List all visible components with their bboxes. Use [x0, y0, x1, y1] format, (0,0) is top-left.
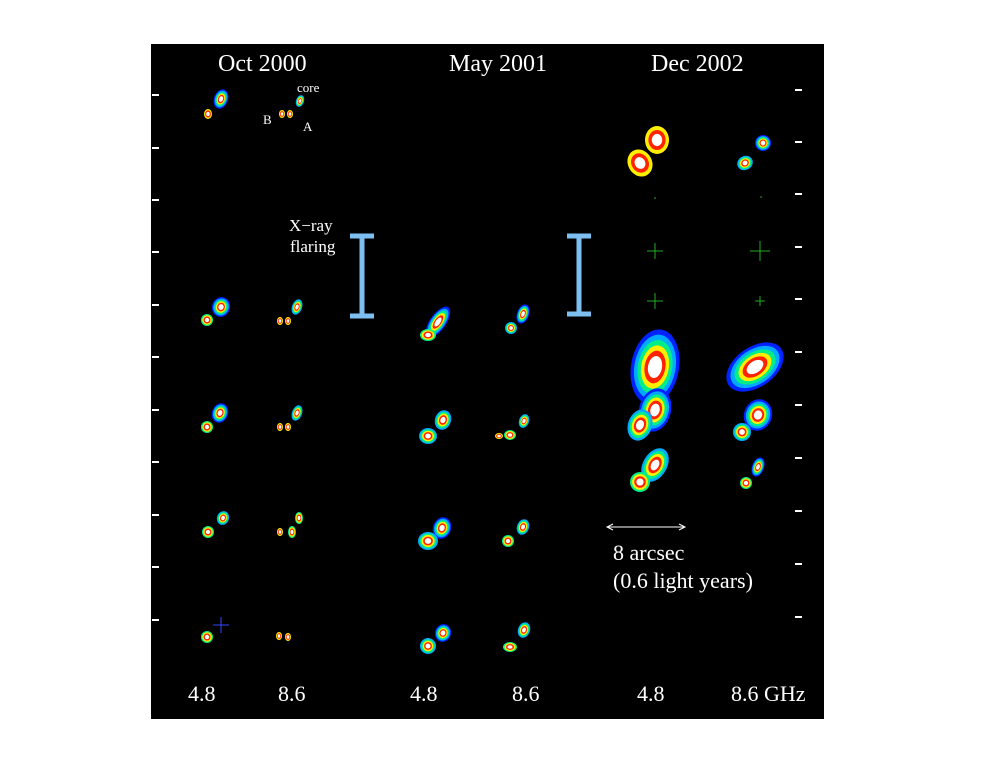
freq-label-may-48: 4.8: [410, 681, 438, 706]
left-tick: [152, 514, 159, 516]
xray-label-line1: X−ray: [289, 216, 333, 235]
scale-label-line2: (0.6 light years): [613, 568, 753, 593]
left-tick: [152, 147, 159, 149]
right-tick: [795, 616, 802, 618]
right-tick: [795, 510, 802, 512]
radio-contour-blob: [277, 317, 283, 325]
radio-contour-blob: [291, 405, 303, 421]
xray-flare-bar-1: [350, 233, 374, 319]
radio-contour-blob: [285, 423, 291, 431]
radio-contour-blob: [419, 428, 437, 444]
radio-contour-blob: [627, 149, 653, 177]
radio-contour-blob: [740, 477, 752, 489]
radio-contour-blob: [434, 410, 452, 430]
blue-crosshairs: [213, 617, 229, 633]
radio-contour-blob: [213, 89, 229, 109]
radio-contour-blob: [630, 329, 680, 405]
radio-contour-blob: [755, 135, 771, 151]
radio-contour-blob: [204, 109, 212, 119]
left-tick: [152, 199, 159, 201]
radio-contour-blob: [279, 110, 285, 118]
radio-contour-blob: [295, 95, 305, 107]
right-tick: [795, 457, 802, 459]
left-tick: [152, 566, 159, 568]
right-tick: [795, 89, 802, 91]
right-tick: [795, 193, 802, 195]
left-tick: [152, 304, 159, 306]
freq-label-dec-86: 8.6 GHz: [731, 681, 806, 706]
radio-contour-blob: [505, 322, 517, 334]
radio-contour-blob: [201, 421, 213, 433]
scale-arrow: [605, 523, 687, 531]
right-tick: [795, 351, 802, 353]
right-tick: [795, 246, 802, 248]
radio-contour-blob: [425, 306, 451, 338]
radio-contour-blob: [517, 622, 531, 638]
radio-contour-blob: [211, 297, 231, 317]
epoch-title-oct-2000: Oct 2000: [218, 51, 307, 77]
radio-contour-blob: [277, 423, 283, 431]
freq-label-may-86: 8.6: [512, 681, 540, 706]
xray-flare-bar-2: [567, 233, 591, 317]
radio-contour-blob: [276, 632, 282, 640]
crosshair-markers: [647, 196, 770, 309]
left-tick: [152, 94, 159, 96]
right-tick: [795, 563, 802, 565]
radio-contour-blob: [277, 528, 283, 536]
radio-contour-blob: [502, 535, 514, 547]
left-tick: [152, 619, 159, 621]
radio-contour-blob: [495, 433, 503, 439]
radio-contour-blob: [733, 423, 751, 441]
radio-contour-blob: [291, 299, 303, 315]
radio-contour-blob: [641, 448, 669, 482]
radio-contour-blob: [516, 304, 530, 324]
label-core: core: [297, 80, 320, 95]
radio-contour-blob: [287, 110, 293, 118]
right-tick: [795, 141, 802, 143]
radio-contour-blob: [518, 414, 530, 428]
xray-label-line2: flaring: [290, 237, 336, 256]
radio-contour-blob: [751, 457, 765, 477]
radio-contour-blob: [630, 472, 650, 492]
label-b: B: [263, 112, 272, 127]
left-tick: [152, 461, 159, 463]
radio-contour-blob: [295, 512, 303, 524]
epoch-title-dec-2002: Dec 2002: [651, 51, 744, 77]
radio-contour-blob: [418, 532, 438, 550]
radio-contour-blob: [285, 633, 291, 641]
right-tick: [795, 298, 802, 300]
radio-contour-blob: [420, 638, 436, 654]
radio-contour-blob: [432, 517, 452, 539]
radio-contour-blob: [216, 511, 230, 525]
right-tick: [795, 404, 802, 406]
image-panel: [151, 44, 824, 719]
radio-contour-blob: [737, 155, 753, 171]
radio-contour-blob: [288, 526, 296, 538]
scale-label-line1: 8 arcsec: [613, 540, 685, 565]
label-a: A: [303, 119, 313, 134]
radio-contour-blob: [202, 526, 214, 538]
radio-contour-blob: [726, 342, 784, 392]
left-tick: [152, 409, 159, 411]
radio-contour-blob: [504, 430, 516, 440]
radio-contour-blob: [743, 399, 773, 431]
epoch-title-may-2001: May 2001: [449, 51, 547, 77]
radio-contour-blob: [420, 329, 436, 341]
left-tick: [152, 251, 159, 253]
left-tick: [152, 356, 159, 358]
radio-contour-blob: [201, 631, 213, 643]
radio-contour-blob: [503, 642, 517, 652]
radio-contour-blob: [285, 317, 291, 325]
radio-contour-blob: [211, 403, 229, 423]
radio-contour-blob: [627, 409, 653, 441]
freq-label-oct-48: 4.8: [188, 681, 216, 706]
radio-contour-blob: [516, 519, 530, 535]
radio-contour-blob: [645, 126, 669, 154]
freq-label-oct-86: 8.6: [278, 681, 306, 706]
radio-contour-blob: [201, 314, 213, 326]
radio-contour-blob: [434, 624, 452, 642]
freq-label-dec-48: 4.8: [637, 681, 665, 706]
